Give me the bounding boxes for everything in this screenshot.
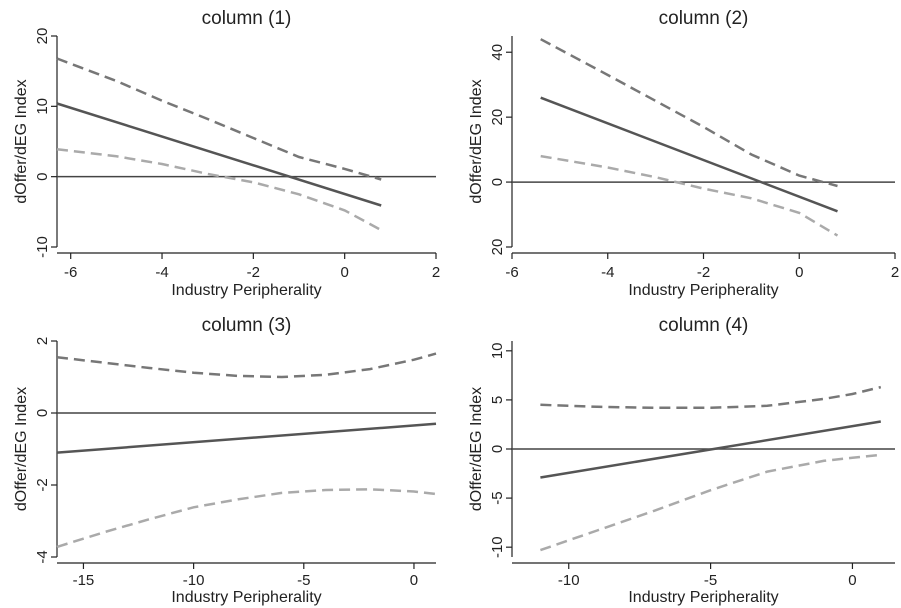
y-tick-label: 20 (34, 28, 51, 45)
y-axis-label: dOffer/dEG Index (468, 387, 485, 511)
y-tick-label: 2 (34, 337, 51, 345)
estimate-line (540, 420, 882, 479)
x-tick-label: -4 (601, 264, 614, 281)
x-tick-label: 2 (891, 264, 899, 281)
y-tick-label: 10 (489, 342, 506, 359)
x-tick-label: -4 (155, 264, 168, 281)
chart-panel-2: column (2) 20 0 20 40 -6 -4 -2 0 2 Industry Periph… (468, 8, 899, 299)
y-tick-label: 20 (489, 239, 506, 256)
estimate-line (56, 102, 382, 207)
chart-title: column (2) (659, 8, 749, 29)
estimate-line (540, 96, 838, 213)
x-tick-label: -6 (505, 264, 518, 281)
x-tick-label: -10 (183, 572, 205, 589)
x-tick-label: -2 (247, 264, 260, 281)
y-tick-label: 5 (489, 396, 506, 404)
y-tick-label: -4 (34, 550, 51, 563)
x-tick-label: -5 (297, 572, 310, 589)
x-tick-label: -2 (697, 264, 710, 281)
x-tick-label: 0 (341, 264, 349, 281)
x-tick-label: -15 (73, 572, 95, 589)
chart-panel-4: column (4) -10 -5 0 5 10 -10 -5 0 Industry Periph… (468, 315, 895, 606)
upper-ci-line (540, 385, 882, 410)
lower-ci-line (56, 488, 437, 549)
x-tick-label: -10 (558, 572, 580, 589)
lower-ci-line (539, 453, 881, 552)
y-tick-label: -10 (489, 536, 506, 558)
x-axis-label: Industry Peripherality (628, 589, 778, 606)
y-axis-label: dOffer/dEG Index (13, 79, 30, 203)
x-tick-label: 0 (848, 572, 856, 589)
y-tick-label: 40 (489, 44, 506, 61)
y-tick-label: 20 (489, 109, 506, 126)
y-tick-label: -2 (34, 478, 51, 491)
chart-panel-1: column (1) -10 0 10 20 -6 -4 -2 0 2 Industry Perip… (13, 8, 440, 299)
upper-ci-line (56, 57, 382, 181)
y-axis-label: dOffer/dEG Index (13, 387, 30, 511)
y-tick-label: 0 (34, 409, 51, 417)
chart-title: column (3) (202, 315, 292, 336)
y-tick-label: -10 (34, 236, 51, 258)
chart-panel-3: column (3) -4 -2 0 2 -15 -10 -5 0 Industry Periph… (13, 315, 437, 606)
x-tick-label: 2 (432, 264, 440, 281)
upper-ci-line (56, 352, 437, 379)
lower-ci-line (540, 154, 839, 237)
y-tick-label: 0 (34, 172, 51, 180)
estimate-line (56, 422, 437, 454)
upper-ci-line (540, 38, 838, 188)
x-tick-label: 0 (410, 572, 418, 589)
x-tick-label: 0 (795, 264, 803, 281)
chart-title: column (1) (202, 8, 292, 29)
y-tick-label: 0 (489, 445, 506, 453)
x-axis-label: Industry Peripherality (171, 589, 321, 606)
y-axis-label: dOffer/dEG Index (468, 79, 485, 203)
chart-title: column (4) (659, 315, 749, 336)
lower-ci-line (56, 147, 382, 232)
y-tick-label: 0 (489, 178, 506, 186)
y-tick-label: 10 (34, 98, 51, 115)
x-axis-label: Industry Peripherality (171, 282, 321, 299)
y-tick-label: -5 (489, 491, 506, 504)
x-tick-label: -5 (704, 572, 717, 589)
x-tick-label: -6 (64, 264, 77, 281)
x-axis-label: Industry Peripherality (628, 282, 778, 299)
